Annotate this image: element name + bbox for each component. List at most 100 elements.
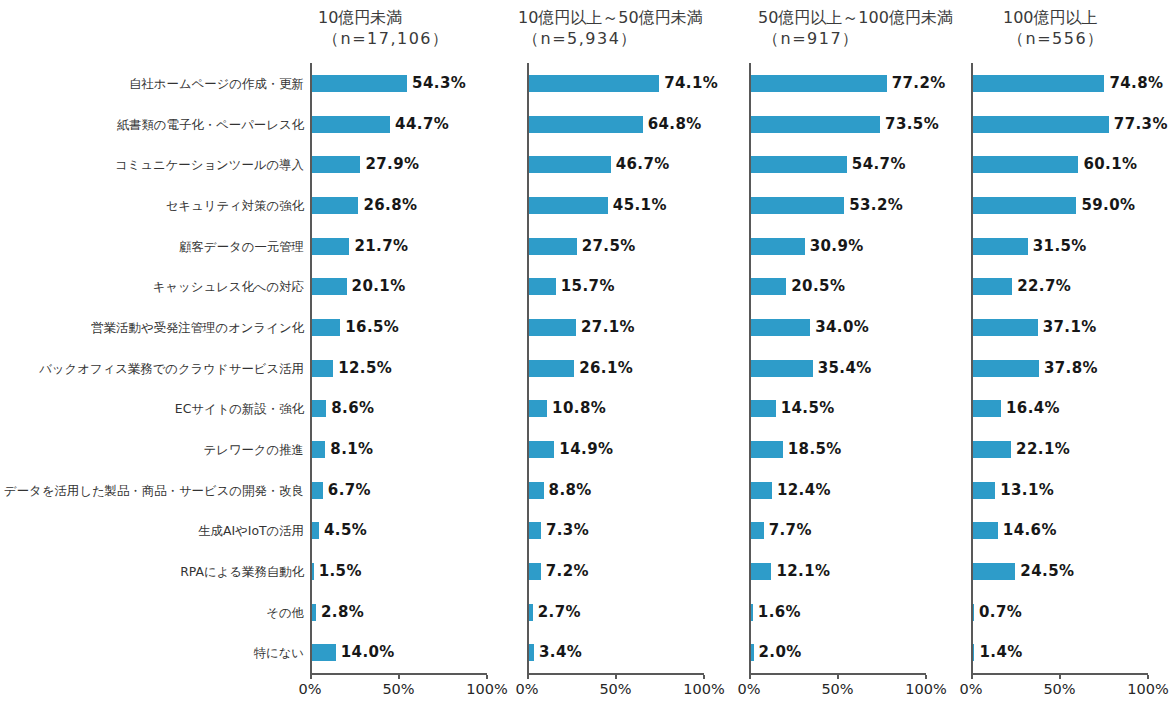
bar [973,116,1109,133]
x-axis-tick [486,675,488,679]
bar [751,563,771,580]
bar [751,278,786,295]
bar [973,482,995,499]
value-label: 21.7% [354,238,408,255]
category-label: コミュニケーションツールの導入 [115,156,304,173]
value-label: 14.9% [559,441,613,458]
value-label: 34.0% [815,319,869,336]
value-label: 2.8% [321,604,364,621]
value-label: 20.1% [352,278,406,295]
x-axis-tick [703,675,705,679]
panel-title-text: 10億円以上～50億円未満 [518,7,703,28]
category-label: キャッシュレス化への対応 [153,278,304,295]
bar [529,604,533,621]
category-label: 自社ホームページの作成・更新 [129,75,304,92]
bar [973,197,1076,214]
value-label: 0.7% [979,604,1022,621]
category-label: 顧客データの一元管理 [179,238,304,255]
survey-bar-chart: 10億円未満（n=17,106）0%50%100%54.3%44.7%27.9%… [0,0,1174,701]
x-axis-tick [1147,675,1149,679]
bar [312,319,340,336]
value-label: 37.8% [1044,360,1098,377]
value-label: 10.8% [552,400,606,417]
bar [529,278,556,295]
bar [529,644,534,661]
panel-title: 50億円以上～100億円未満（n=917） [758,7,953,49]
value-label: 26.1% [579,360,633,377]
bar [529,441,554,458]
bar [312,644,336,661]
value-label: 46.7% [616,156,670,173]
bar [312,400,326,417]
bar [751,400,776,417]
category-label: テレワークの推進 [203,441,304,458]
category-label: 営業活動や受発注管理のオンライン化 [91,319,304,336]
value-label: 8.6% [331,400,374,417]
panel-title: 10億円以上～50億円未満（n=5,934） [518,7,703,49]
panel-title-text: 100億円以上 [1003,7,1105,28]
x-axis-tick-label: 50% [803,681,873,697]
bar [751,238,805,255]
category-label: 紙書類の電子化・ペーパーレス化 [117,116,304,133]
bar [973,441,1011,458]
value-label: 3.4% [539,644,582,661]
value-label: 1.4% [979,644,1022,661]
panel-title-text: 50億円以上～100億円未満 [758,7,953,28]
bar [973,238,1028,255]
x-axis-tick [1059,675,1061,679]
bar [529,116,643,133]
value-label: 20.5% [791,278,845,295]
bar [312,604,316,621]
bar [751,156,847,173]
x-axis-tick-label: 50% [581,681,651,697]
value-label: 74.8% [1109,75,1163,92]
bar [751,644,754,661]
value-label: 54.7% [852,156,906,173]
bar [751,319,810,336]
bar [529,238,577,255]
category-label: データを活用した製品・商品・サービスの開発・改良 [4,482,304,499]
panel-title-text: 10億円未満 [318,7,450,28]
category-label: その他 [266,604,304,621]
bar [973,278,1012,295]
x-axis-tick [398,675,400,679]
x-axis-tick-label: 50% [364,681,434,697]
category-label: 特にない [254,644,304,661]
bar [973,75,1104,92]
bar [312,278,347,295]
bar [312,238,349,255]
x-axis-tick [615,675,617,679]
value-label: 14.0% [341,644,395,661]
value-label: 22.7% [1017,278,1071,295]
value-label: 27.5% [582,238,636,255]
value-label: 7.3% [546,522,589,539]
panel-n-label: （n=5,934） [518,28,703,49]
panel-n-label: （n=17,106） [318,28,450,49]
value-label: 31.5% [1033,238,1087,255]
bar [312,522,319,539]
value-label: 8.8% [549,482,592,499]
bar [312,563,314,580]
bar [751,360,813,377]
bar [973,604,974,621]
bar [973,563,1015,580]
value-label: 16.5% [345,319,399,336]
bar [312,116,390,133]
bar [312,197,358,214]
bar [529,522,541,539]
category-label: 生成AIやIoTの活用 [198,522,304,539]
value-label: 16.4% [1006,400,1060,417]
bar [529,400,547,417]
value-label: 73.5% [885,116,939,133]
value-label: 2.0% [759,644,802,661]
value-label: 15.7% [561,278,615,295]
value-label: 53.2% [849,197,903,214]
panel-n-label: （n=917） [758,28,953,49]
value-label: 4.5% [324,522,367,539]
bar [751,604,753,621]
value-label: 2.7% [538,604,581,621]
value-label: 24.5% [1020,563,1074,580]
bar [312,156,360,173]
x-axis-tick-label: 0% [492,681,562,697]
bar [312,75,407,92]
